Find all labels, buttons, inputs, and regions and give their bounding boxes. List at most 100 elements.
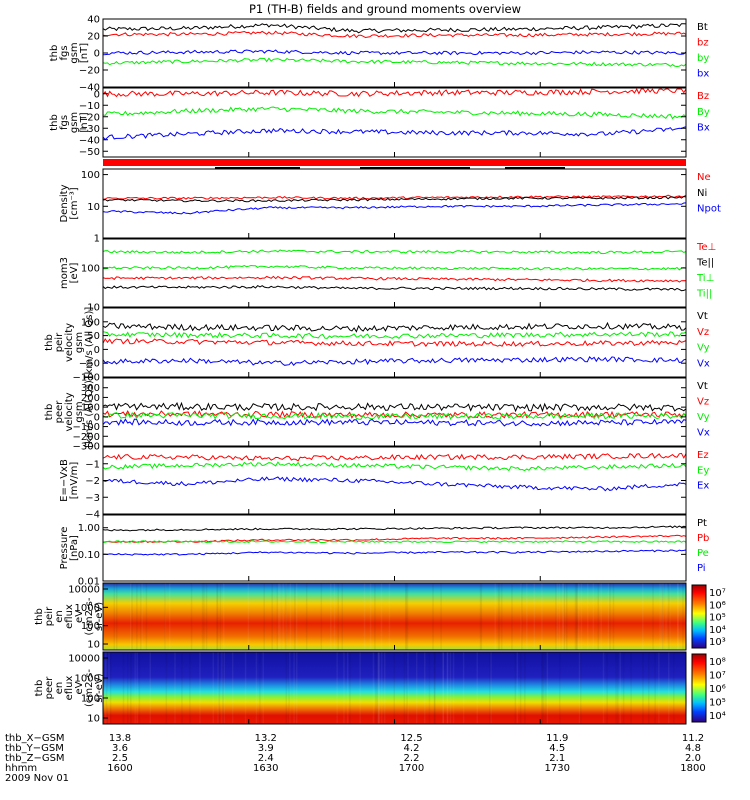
series-pe-line xyxy=(102,540,687,544)
y-axis-label: eV xyxy=(74,681,85,694)
legend-label: Bt xyxy=(697,22,708,33)
x-tick-label: 1630 xyxy=(253,763,278,774)
legend-label: Vz xyxy=(697,397,709,408)
colorbar-label: 10⁵ xyxy=(709,613,726,624)
y-axis-label: thb xyxy=(34,680,45,697)
y-tick-label: 1 xyxy=(94,234,100,245)
x-tick-label: 2.5 xyxy=(112,753,128,764)
panel-frame xyxy=(102,377,687,447)
series-te-line xyxy=(102,284,687,292)
series-vy-line xyxy=(102,411,687,421)
y-axis-label: gsm xyxy=(74,332,85,353)
series-ne-line xyxy=(102,194,687,200)
legend-label: Vy xyxy=(697,343,710,354)
y-axis-label: [km/s (All Qs)] xyxy=(84,307,95,379)
x-row-label: thb_Z−GSM xyxy=(5,753,65,764)
y-tick-label: −20 xyxy=(79,66,100,77)
date-label: 2009 Nov 01 xyxy=(5,773,69,784)
y-tick-label: 0 xyxy=(94,89,100,100)
legend-label: Te|| xyxy=(696,258,714,269)
series-vx-line xyxy=(102,356,687,366)
y-tick-label: 1000 xyxy=(75,603,100,614)
legend-label: Bz xyxy=(697,91,709,102)
y-tick-label: 200 xyxy=(81,393,100,404)
y-axis-label: sr-eV) xyxy=(94,602,105,631)
y-tick-label: 1.00 xyxy=(78,523,100,534)
x-tick-label: 13.2 xyxy=(255,733,277,744)
panel-frame xyxy=(102,514,687,582)
series-bt-line xyxy=(102,23,687,34)
legend-label: By xyxy=(697,107,710,118)
y-tick-label: 10000 xyxy=(68,585,100,596)
colorbar-label: 10⁷ xyxy=(709,671,726,682)
colorbar-label: 10⁶ xyxy=(709,684,726,695)
legend-label: Pe xyxy=(697,548,709,559)
y-tick-label: −2 xyxy=(85,476,100,487)
series-bz-line xyxy=(102,88,687,98)
y-tick-label: 0 xyxy=(94,412,100,423)
panel-frame xyxy=(102,87,687,158)
x-tick-label: 12.5 xyxy=(400,733,422,744)
y-tick-label: −100 xyxy=(73,422,100,433)
y-tick-label: −3 xyxy=(85,493,100,504)
legend-label: Ez xyxy=(697,450,709,461)
colorbar-label: 10³ xyxy=(709,637,726,648)
y-axis-label: Density xyxy=(59,184,70,222)
y-tick-label: 300 xyxy=(81,383,100,394)
y-tick-label: 0.10 xyxy=(78,550,100,561)
panel-2: Bz By Bx 0−10−20−30−40−50 thb fgs gsm [nT] xyxy=(49,87,710,158)
x-row-label: hhmm xyxy=(5,763,37,774)
series-te-line xyxy=(102,275,687,283)
y-tick-label: 1000 xyxy=(75,674,100,685)
y-tick-label: 20 xyxy=(87,32,100,43)
y-tick-label: 10 xyxy=(87,202,100,213)
y-axis-label: Pressure xyxy=(59,527,70,570)
y-axis-label: thb xyxy=(44,334,55,351)
panel-frame xyxy=(102,238,687,308)
y-axis-label: thb xyxy=(34,608,45,625)
x-tick-label: 1700 xyxy=(399,763,424,774)
x-tick-label: 3.6 xyxy=(112,743,128,754)
series-by-line xyxy=(102,57,687,68)
y-tick-label: 0 xyxy=(94,345,100,356)
y-axis-label: en xyxy=(54,610,65,623)
y-axis-label: E=−VxB xyxy=(59,459,70,502)
y-axis-label: eflux xyxy=(64,676,75,701)
panel-5: Vt Vz Vy Vx 100 50 0 −50 −100 thb peir velocity gsm[… xyxy=(44,307,710,384)
x-tick-label: 1800 xyxy=(680,763,705,774)
series-ey-line xyxy=(102,461,687,472)
legend-label: Vt xyxy=(697,381,708,392)
series-ni-line xyxy=(102,195,687,203)
y-tick-label: 100 xyxy=(81,317,100,328)
panel-8: Pt Pb Pe Pi 1.00 0.10 0.01 Pressure [nPa] xyxy=(59,514,709,588)
series-ti-line xyxy=(102,264,687,271)
y-axis-label: [cm⁻³] xyxy=(69,187,80,219)
y-axis-label: (cm2-s- xyxy=(84,669,95,707)
x-tick-label: 2.0 xyxy=(685,753,701,764)
legend-label: Pb xyxy=(697,533,709,544)
legend-label: Bx xyxy=(697,123,710,134)
legend-label: Vx xyxy=(697,358,710,369)
y-tick-label: −1 xyxy=(85,459,100,470)
series-pi-line xyxy=(103,549,687,556)
series-ez-line xyxy=(102,452,687,462)
y-axis-label: eV xyxy=(74,610,85,623)
x-tick-label: 13.8 xyxy=(109,733,131,744)
colorbar-label: 10⁴ xyxy=(709,625,726,636)
y-tick-label: −40 xyxy=(79,83,100,94)
series-vx-line xyxy=(102,418,687,427)
y-axis-label: en xyxy=(54,682,65,695)
y-axis-label: thb xyxy=(49,114,60,131)
panel-frame xyxy=(102,168,687,239)
x-tick-label: 2.1 xyxy=(549,753,565,764)
y-axis-label: [nPa] xyxy=(69,535,80,561)
x-row-label: thb_Y−GSM xyxy=(5,743,64,754)
y-axis-label: [eV] xyxy=(69,263,80,284)
colorbar-label: 10⁸ xyxy=(709,657,726,668)
legend-label: Vx xyxy=(697,428,710,439)
series-vt-line xyxy=(102,321,687,333)
y-axis-label: [nT] xyxy=(79,112,90,132)
x-tick-label: 1600 xyxy=(107,763,132,774)
legend-label: Ti|| xyxy=(696,289,712,300)
